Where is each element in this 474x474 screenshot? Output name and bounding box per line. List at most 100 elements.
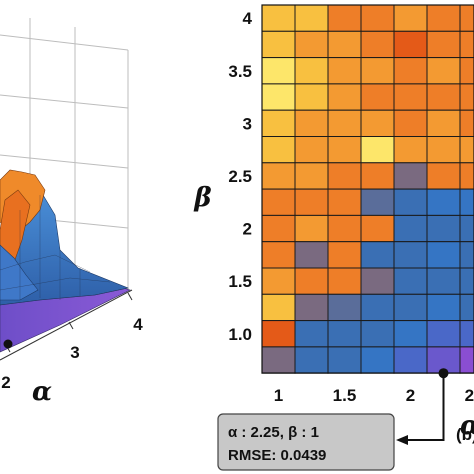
heatmap-cell	[327, 57, 362, 85]
heatmap-y-tick: 1.5	[228, 272, 252, 291]
heatmap-cell	[261, 214, 296, 243]
heatmap-cell	[459, 136, 474, 164]
heatmap-cell	[459, 57, 474, 85]
heatmap-cell	[261, 188, 296, 216]
panel-a-x-tick-2: 2	[1, 373, 10, 392]
annotation-box	[217, 413, 395, 471]
panel-b-heatmap: 1.0 1.5 2 2.5 3 3.5 4 1 1.5 2 2.5 β α : 2.25, β :…	[193, 4, 474, 471]
heatmap-cell	[426, 241, 461, 269]
heatmap-cell	[360, 267, 395, 295]
heatmap-cell	[261, 162, 296, 190]
heatmap-cell	[459, 162, 474, 190]
heatmap-cell	[393, 188, 428, 216]
heatmap-y-tick: 1.0	[228, 325, 252, 344]
heatmap-cell	[393, 136, 428, 164]
heatmap-cell	[294, 241, 329, 269]
heatmap-cell	[261, 57, 296, 85]
heatmap-cell	[459, 346, 474, 374]
heatmap-cell	[360, 162, 395, 190]
heatmap-cell	[393, 4, 428, 32]
heatmap-x-tick: 1	[274, 386, 283, 405]
heatmap-cell	[459, 293, 474, 322]
heatmap-cell	[426, 267, 461, 295]
annotation-rmse: RMSE: 0.0439	[228, 447, 326, 464]
heatmap-cell	[459, 4, 474, 32]
surface-blue-mid	[0, 244, 39, 301]
heatmap-cell	[393, 57, 428, 85]
heatmap-cell	[327, 109, 362, 137]
heatmap-x-tick: 1.5	[333, 386, 357, 405]
heatmap-cell	[426, 109, 461, 137]
heatmap-cell	[393, 320, 428, 348]
heatmap-cell	[327, 346, 362, 374]
heatmap-cell	[459, 241, 474, 269]
heatmap-cell	[459, 109, 474, 137]
heatmap-cell	[426, 188, 461, 216]
heatmap-cell	[360, 188, 395, 216]
heatmap-cell	[294, 30, 329, 59]
heatmap-y-tick: 2.5	[228, 167, 252, 186]
heatmap-y-tick: 2	[243, 220, 252, 239]
heatmap-cell	[360, 30, 395, 59]
heatmap-cell	[327, 188, 362, 216]
heatmap-x-ticks: 1 1.5 2 2.5	[274, 386, 474, 405]
heatmap-cell	[459, 320, 474, 348]
heatmap-cell	[261, 267, 296, 295]
heatmap-cell	[261, 30, 296, 59]
heatmap-cell	[393, 346, 428, 374]
heatmap-y-tick: 4	[243, 9, 253, 28]
heatmap-cell	[426, 162, 461, 190]
heatmap-cell	[327, 83, 362, 111]
heatmap-cell	[360, 109, 395, 137]
heatmap-cell	[459, 83, 474, 111]
heatmap-frame	[261, 4, 474, 374]
heatmap-cell	[459, 214, 474, 243]
heatmap-cell	[294, 293, 329, 322]
heatmap-cell	[327, 136, 362, 164]
heatmap-y-axis-label: β	[193, 183, 211, 213]
heatmap-x-tick: 2.5	[465, 386, 474, 405]
heatmap-cell	[294, 188, 329, 216]
heatmap-cell	[261, 346, 296, 374]
heatmap-cell	[327, 30, 362, 59]
heatmap-cell	[261, 109, 296, 137]
heatmap-cell	[261, 136, 296, 164]
heatmap-cell	[327, 214, 362, 243]
heatmap-cell	[426, 136, 461, 164]
heatmap-cell	[294, 162, 329, 190]
heatmap-cell	[393, 83, 428, 111]
heatmap-cell	[426, 30, 461, 59]
heatmap-cell	[360, 320, 395, 348]
heatmap-cell	[360, 83, 395, 111]
heatmap-cell	[261, 241, 296, 269]
heatmap-cell	[294, 136, 329, 164]
heatmap-cell	[393, 241, 428, 269]
heatmap-cell	[360, 346, 395, 374]
heatmap-cell	[360, 293, 395, 322]
heatmap-cell	[294, 83, 329, 111]
panel-a-x-tick-3: 3	[70, 343, 79, 362]
heatmap-cell	[426, 214, 461, 243]
heatmap-cell	[426, 293, 461, 322]
heatmap-cell	[459, 30, 474, 59]
heatmap-cell	[294, 214, 329, 243]
panel-a-x-tick-4: 4	[133, 315, 143, 334]
heatmap-cell	[426, 57, 461, 85]
heatmap-cell	[294, 57, 329, 85]
heatmap-cell	[327, 293, 362, 322]
selected-point-leader	[405, 373, 445, 441]
heatmap-cell	[393, 30, 428, 59]
surface-mesh	[0, 195, 129, 306]
panel-a-marker	[3, 339, 13, 349]
heatmap-cell	[426, 83, 461, 111]
heatmap-cell	[327, 320, 362, 348]
heatmap-cell	[426, 4, 461, 32]
panel-a-surface: 2 3 4 α	[0, 18, 143, 407]
heatmap-cell	[360, 57, 395, 85]
heatmap-cell	[294, 4, 329, 32]
selected-point-arrowhead	[396, 435, 408, 445]
heatmap-cell	[261, 320, 296, 348]
heatmap-cell	[327, 4, 362, 32]
heatmap-cell	[393, 214, 428, 243]
heatmap-cell	[327, 162, 362, 190]
